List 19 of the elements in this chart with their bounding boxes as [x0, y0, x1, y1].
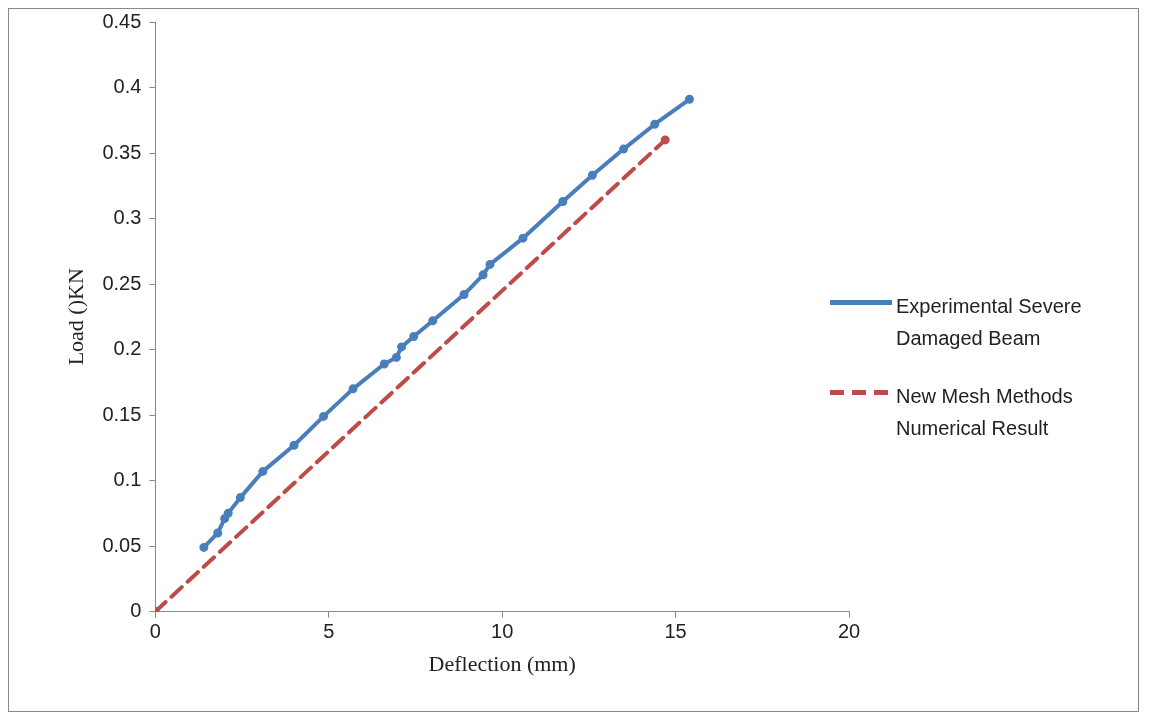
y-tick-label: 0.05	[102, 533, 142, 556]
y-tick-label: 0.15	[102, 402, 142, 425]
y-tick-label: 0.3	[113, 206, 142, 229]
x-tick-label: 15	[664, 620, 687, 643]
y-tick-label: 0.35	[102, 140, 142, 163]
legend-label: Experimental Severe Damaged Beam	[896, 294, 1083, 351]
legend-label: New Mesh Methods Numerical Result	[896, 384, 1074, 441]
y-tick-label: 0.45	[102, 9, 142, 32]
x-tick-label: 5	[323, 620, 335, 643]
x-axis-title: Deflection (mm)	[428, 650, 576, 676]
y-tick-label: 0.1	[113, 468, 142, 491]
y-tick-label: 0.4	[113, 75, 142, 98]
y-tick-label: 0.25	[102, 271, 142, 294]
y-tick-label: 0.2	[113, 337, 142, 360]
y-tick-label: 0	[130, 599, 142, 622]
x-tick-label: 0	[149, 620, 161, 643]
x-tick-label: 10	[491, 620, 514, 643]
y-axis-title: Load ()KN	[62, 268, 88, 366]
x-tick-label: 20	[837, 620, 861, 643]
